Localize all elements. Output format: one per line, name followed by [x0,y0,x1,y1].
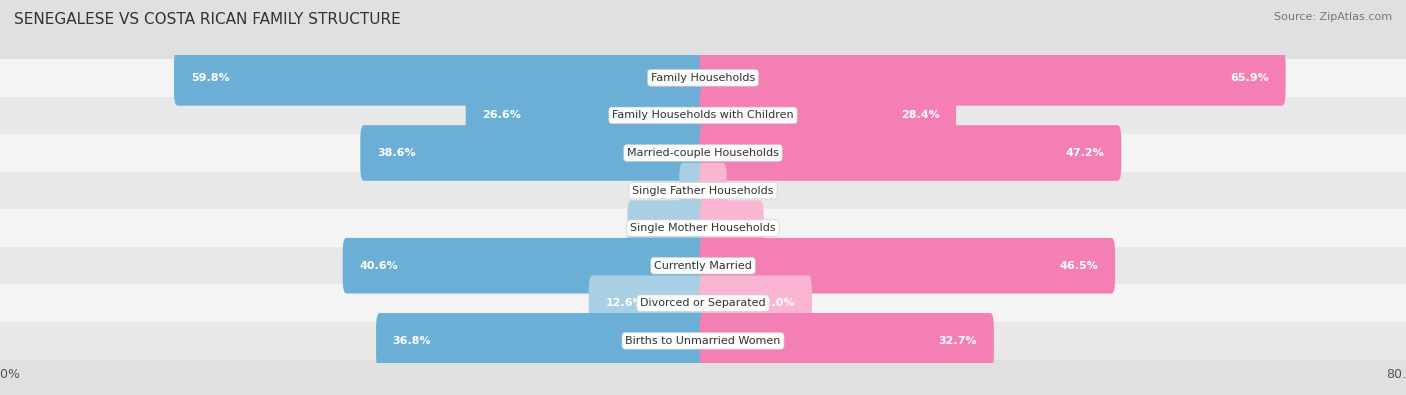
Text: 46.5%: 46.5% [1060,261,1098,271]
Text: 12.0%: 12.0% [756,298,796,308]
FancyBboxPatch shape [700,313,994,369]
Text: 40.6%: 40.6% [360,261,398,271]
Text: 2.3%: 2.3% [679,186,710,196]
Bar [0,134,1406,172]
FancyBboxPatch shape [465,88,707,143]
FancyBboxPatch shape [174,50,707,105]
Text: 28.4%: 28.4% [901,111,939,120]
FancyBboxPatch shape [700,200,763,256]
FancyBboxPatch shape [627,200,707,256]
Text: 36.8%: 36.8% [392,336,432,346]
Bar [0,322,1406,359]
FancyBboxPatch shape [700,125,1122,181]
Text: Family Households with Children: Family Households with Children [612,111,794,120]
FancyBboxPatch shape [589,275,707,331]
Bar [0,247,1406,284]
Text: Family Households: Family Households [651,73,755,83]
Text: 8.2%: 8.2% [644,223,675,233]
Text: Divorced or Separated: Divorced or Separated [640,298,766,308]
Bar [0,59,1406,97]
Text: Source: ZipAtlas.com: Source: ZipAtlas.com [1274,12,1392,22]
Text: 47.2%: 47.2% [1066,148,1105,158]
FancyBboxPatch shape [700,50,1285,105]
Bar [0,209,1406,247]
Text: 38.6%: 38.6% [377,148,416,158]
Bar [0,172,1406,209]
FancyBboxPatch shape [700,275,813,331]
Text: Single Mother Households: Single Mother Households [630,223,776,233]
Text: 32.7%: 32.7% [939,336,977,346]
FancyBboxPatch shape [377,313,707,369]
Text: 26.6%: 26.6% [482,111,522,120]
Text: Married-couple Households: Married-couple Households [627,148,779,158]
FancyBboxPatch shape [360,125,707,181]
Bar [0,284,1406,322]
FancyBboxPatch shape [343,238,707,293]
FancyBboxPatch shape [700,163,727,218]
Text: Currently Married: Currently Married [654,261,752,271]
Text: 59.8%: 59.8% [191,73,229,83]
Text: 2.3%: 2.3% [696,186,727,196]
Text: 12.6%: 12.6% [606,298,644,308]
FancyBboxPatch shape [700,238,1115,293]
Text: 65.9%: 65.9% [1230,73,1268,83]
Text: SENEGALESE VS COSTA RICAN FAMILY STRUCTURE: SENEGALESE VS COSTA RICAN FAMILY STRUCTU… [14,12,401,27]
Text: 6.5%: 6.5% [716,223,747,233]
Text: Births to Unmarried Women: Births to Unmarried Women [626,336,780,346]
Bar [0,97,1406,134]
Text: Single Father Households: Single Father Households [633,186,773,196]
FancyBboxPatch shape [679,163,707,218]
FancyBboxPatch shape [700,88,956,143]
